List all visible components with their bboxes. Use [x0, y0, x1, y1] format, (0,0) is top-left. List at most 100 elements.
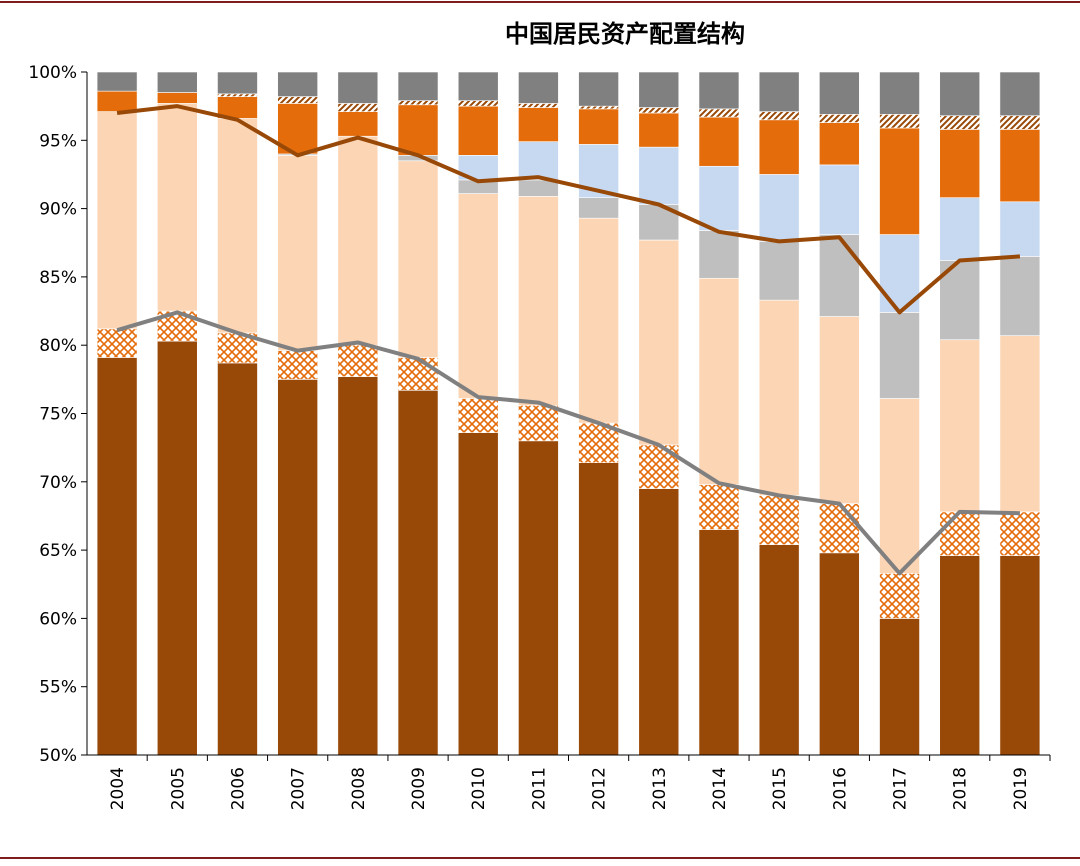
line-series [116, 104, 1021, 315]
x-tick-label: 2019 [1011, 767, 1031, 810]
x-tick-label: 2013 [650, 767, 670, 810]
bar-segment [939, 71, 981, 117]
bar-segment [698, 277, 740, 485]
y-tick-label: 55% [39, 678, 77, 698]
bar-segment [999, 335, 1041, 513]
bar-segment [939, 339, 981, 513]
bar-segment [217, 118, 258, 334]
bar-segment [698, 71, 740, 110]
bar-segment [96, 328, 138, 358]
bar-segment [999, 511, 1041, 556]
bar-segment [638, 239, 680, 446]
bar-segment [879, 114, 920, 129]
bar-segment [217, 71, 258, 95]
bar-segment [578, 217, 619, 424]
bar-segment [518, 71, 559, 104]
bar-segment [277, 379, 318, 756]
bar-segment [337, 344, 379, 377]
bar-segment [879, 312, 920, 399]
x-tick-label: 2007 [289, 767, 309, 810]
bar-segment [397, 100, 439, 106]
bar-segment [698, 116, 740, 167]
bar-segment [578, 197, 619, 219]
bar-segment [277, 96, 318, 104]
bar-segment [758, 241, 800, 301]
bar-segment [879, 573, 920, 619]
bar-segment [819, 234, 860, 317]
bar-segment [518, 405, 559, 442]
y-tick-label: 70% [39, 473, 77, 493]
bar-segment [999, 115, 1041, 130]
x-tick-label: 2017 [891, 767, 911, 810]
bar-segment [819, 164, 860, 235]
x-tick-label: 2011 [529, 767, 549, 810]
x-tick-label: 2010 [469, 767, 489, 810]
bar-segment [518, 440, 559, 756]
y-tick-label: 80% [39, 336, 77, 356]
bar-segment [156, 103, 198, 312]
x-tick-label: 2006 [228, 767, 248, 810]
bar-segment [999, 201, 1041, 257]
x-tick-label: 2005 [168, 767, 188, 810]
bar-segment [578, 105, 619, 110]
bar-segment [819, 114, 860, 123]
bar-segment [156, 71, 198, 93]
bar-segment [518, 196, 559, 406]
bar-segment [758, 495, 800, 545]
bar-segment [939, 115, 981, 130]
bar-segment [698, 529, 740, 756]
bar-segment [96, 357, 138, 756]
chart-title: 中国居民资产配置结构 [505, 19, 745, 48]
bar-segment [457, 105, 499, 156]
bar-segment [698, 484, 740, 530]
y-tick-label: 75% [39, 405, 77, 425]
y-tick-label: 100% [28, 63, 77, 83]
line-series [116, 310, 1020, 576]
bar-segment [819, 316, 860, 504]
bar-segment [758, 119, 800, 175]
bar-segment [638, 107, 680, 114]
bar-segment [819, 71, 860, 115]
bar-segment [638, 146, 680, 205]
bar-segment [96, 111, 138, 330]
bar-segment [96, 71, 138, 92]
bar-segment [999, 71, 1041, 117]
bar-segment [277, 155, 318, 351]
bar-segment [337, 376, 379, 756]
bar-segment [758, 71, 800, 112]
y-tick-label: 65% [39, 541, 77, 561]
bar-segment [758, 299, 800, 496]
bar-segment [999, 129, 1041, 203]
bar-segment [879, 71, 920, 115]
y-tick-label: 50% [39, 746, 77, 766]
bar-segment [999, 256, 1041, 336]
bar-segment [638, 71, 680, 108]
bar-segment [518, 103, 559, 108]
bar-segment [758, 544, 800, 756]
bar-segment [217, 93, 258, 97]
bar-segment [578, 108, 619, 145]
bar-segment [879, 398, 920, 574]
y-tick-label: 60% [39, 609, 77, 629]
bar-segment [457, 432, 499, 756]
bar-segment [939, 129, 981, 198]
bar-segment [758, 174, 800, 242]
bar-segment [397, 71, 439, 101]
x-tick-label: 2015 [770, 767, 790, 810]
bar-segment [518, 141, 559, 181]
bar-segment [457, 193, 499, 399]
bar-segment [578, 462, 619, 756]
bar-segment [638, 488, 680, 756]
y-tick-label: 90% [39, 200, 77, 220]
bar-segment [638, 112, 680, 148]
bar-segment [277, 71, 318, 97]
bar-segment [698, 165, 740, 231]
bar-segment [337, 103, 379, 112]
x-tick-label: 2016 [830, 767, 850, 810]
y-tick-label: 95% [39, 131, 77, 151]
bar-segment [337, 111, 379, 137]
bar-segment [337, 135, 379, 346]
bar-segment [698, 108, 740, 118]
x-tick-label: 2012 [590, 767, 610, 810]
